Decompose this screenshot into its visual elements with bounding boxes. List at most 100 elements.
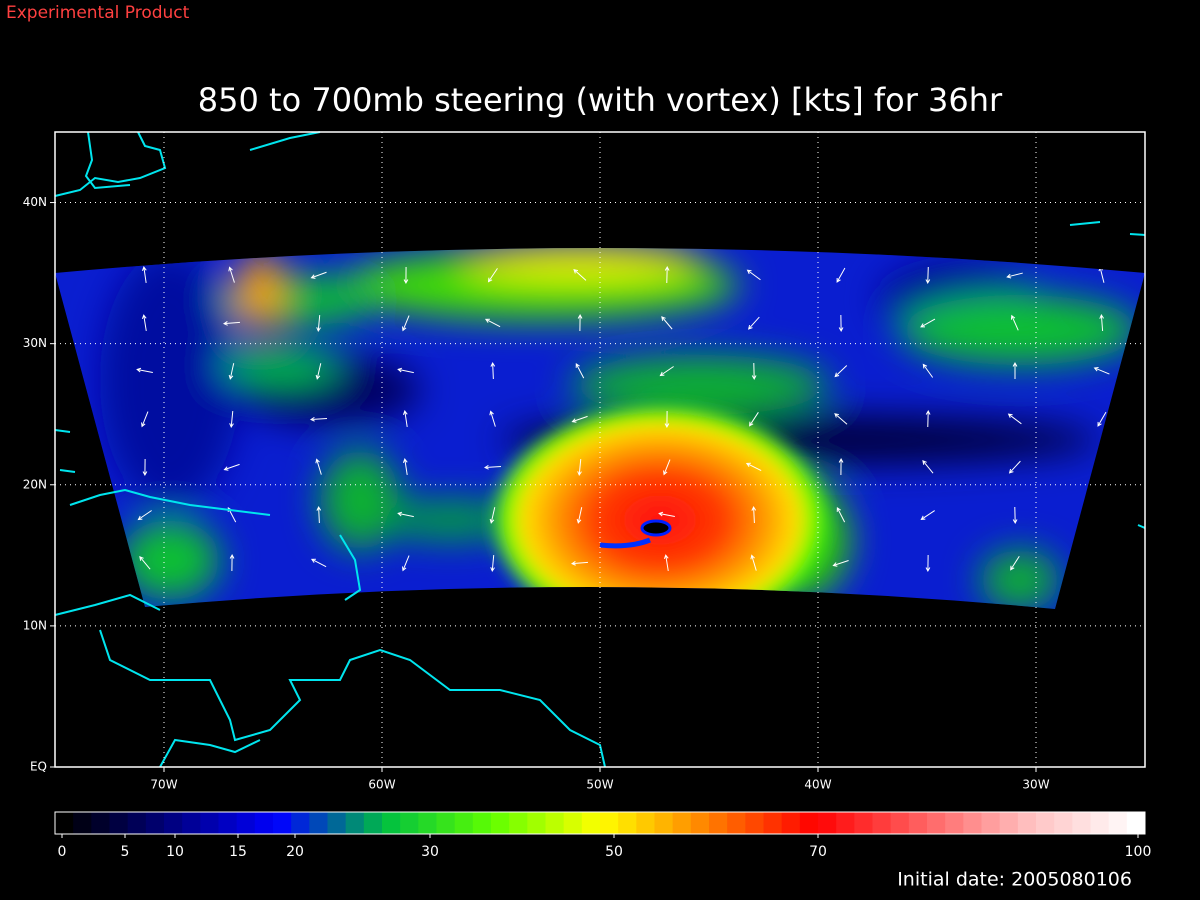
wind-arrow bbox=[922, 459, 934, 474]
colorbar-box bbox=[745, 812, 764, 834]
wind-arrow bbox=[397, 511, 414, 518]
wind-arrow bbox=[487, 268, 498, 283]
wind-arrow bbox=[920, 318, 936, 328]
initial-date: Initial date: 2005080106 bbox=[897, 869, 1132, 891]
wind-arrow bbox=[489, 507, 496, 524]
colorbar-box bbox=[654, 812, 674, 834]
colorbar-box bbox=[1090, 812, 1110, 834]
colorbar-box bbox=[963, 812, 982, 834]
wind-arrow bbox=[836, 267, 846, 283]
colorbar-box bbox=[382, 812, 401, 834]
wind-arrow bbox=[402, 458, 408, 475]
colorbar-label: 10 bbox=[166, 844, 184, 860]
colorbar-box bbox=[73, 812, 92, 834]
wind-arrow bbox=[142, 458, 148, 477]
wind-arrow bbox=[310, 271, 327, 279]
wind-arrow bbox=[663, 554, 669, 571]
y-tick-label: 30N bbox=[23, 336, 47, 350]
colorbar-box bbox=[545, 812, 565, 834]
wind-arrow bbox=[402, 410, 408, 427]
wind-arrow bbox=[402, 555, 410, 572]
wind-arrow bbox=[1012, 506, 1018, 525]
x-tick-label: 50W bbox=[586, 778, 613, 792]
colorbar-box bbox=[1054, 812, 1073, 834]
colorbar-box bbox=[836, 812, 855, 834]
wind-arrow bbox=[664, 265, 670, 284]
wind-arrow bbox=[838, 457, 844, 476]
x-tick-label: 30W bbox=[1022, 778, 1049, 792]
wind-arrow bbox=[490, 361, 496, 380]
colorbar-box bbox=[273, 812, 292, 834]
wind-arrow bbox=[571, 415, 588, 423]
wind-arrow bbox=[1010, 314, 1019, 331]
colorbar-box bbox=[218, 812, 238, 834]
product-note: Experimental Product bbox=[6, 3, 190, 23]
colorbar-box bbox=[127, 812, 147, 834]
wind-arrow bbox=[490, 554, 495, 573]
wind-arrow bbox=[1095, 509, 1109, 522]
wind-arrow bbox=[834, 413, 848, 425]
y-tick-label: EQ bbox=[30, 760, 47, 774]
colorbar-box bbox=[672, 812, 692, 834]
wind-arrow bbox=[1095, 557, 1109, 569]
colorbar-box bbox=[1108, 812, 1128, 834]
colorbar: 0 5 10 15 20 30 50 70 100 bbox=[54, 811, 1151, 860]
wind-arrow bbox=[1099, 458, 1105, 477]
wind-arrow bbox=[749, 412, 759, 427]
wind-arrow bbox=[483, 464, 502, 470]
colorbar-box bbox=[327, 812, 347, 834]
colorbar-box bbox=[818, 812, 837, 834]
wind-arrow bbox=[663, 459, 671, 476]
wind-arrow bbox=[229, 553, 235, 572]
colorbar-box bbox=[581, 812, 601, 834]
colorbar-box bbox=[182, 812, 201, 834]
colorbar-box bbox=[927, 812, 946, 834]
wind-arrow bbox=[570, 561, 589, 566]
colorbar-box bbox=[872, 812, 892, 834]
wind-arrow bbox=[136, 367, 153, 374]
colorbar-box bbox=[908, 812, 928, 834]
wind-arrow bbox=[577, 458, 582, 477]
wind-arrow bbox=[1097, 411, 1107, 427]
wind-arrow bbox=[1008, 460, 1021, 474]
wind-arrow bbox=[1093, 367, 1110, 375]
wind-arrow bbox=[141, 314, 147, 331]
wind-arrow bbox=[751, 362, 757, 381]
wind-arrow bbox=[1099, 313, 1104, 332]
wind-arrow bbox=[316, 314, 321, 333]
colorbar-box bbox=[509, 812, 528, 834]
wind-arrow bbox=[403, 266, 409, 285]
wind-arrow bbox=[310, 558, 327, 568]
wind-arrow bbox=[315, 363, 322, 380]
wind-arrow bbox=[1007, 413, 1022, 425]
wind-arrow bbox=[402, 315, 410, 332]
wind-arrow bbox=[573, 268, 587, 281]
wind-arrow bbox=[838, 314, 844, 333]
colorbar-box bbox=[854, 812, 873, 834]
wind-field bbox=[55, 248, 1145, 609]
axes: 70W 60W 50W 40W 30W EQ 10N 20N 30N 40N bbox=[23, 132, 1145, 792]
colorbar-box bbox=[109, 812, 129, 834]
colorbar-box bbox=[91, 812, 110, 834]
colorbar-box bbox=[781, 812, 801, 834]
wind-arrow bbox=[925, 554, 931, 573]
wind-arrow bbox=[925, 266, 931, 285]
colorbar-box bbox=[618, 812, 637, 834]
y-tick-label: 40N bbox=[23, 195, 47, 209]
colorbar-box bbox=[945, 812, 964, 834]
colorbar-box bbox=[472, 812, 492, 834]
colorbar-box bbox=[763, 812, 783, 834]
wind-arrow bbox=[922, 363, 934, 378]
wind-arrow bbox=[750, 554, 757, 571]
wind-arrow bbox=[920, 510, 935, 520]
colorbar-box bbox=[491, 812, 510, 834]
colorbar-box bbox=[291, 812, 310, 834]
wind-arrow bbox=[832, 560, 849, 567]
wind-arrow bbox=[315, 458, 322, 475]
colorbar-box bbox=[145, 812, 165, 834]
wind-arrow bbox=[745, 462, 762, 472]
colorbar-frame bbox=[54, 811, 1146, 835]
wind-arrow bbox=[397, 367, 414, 374]
